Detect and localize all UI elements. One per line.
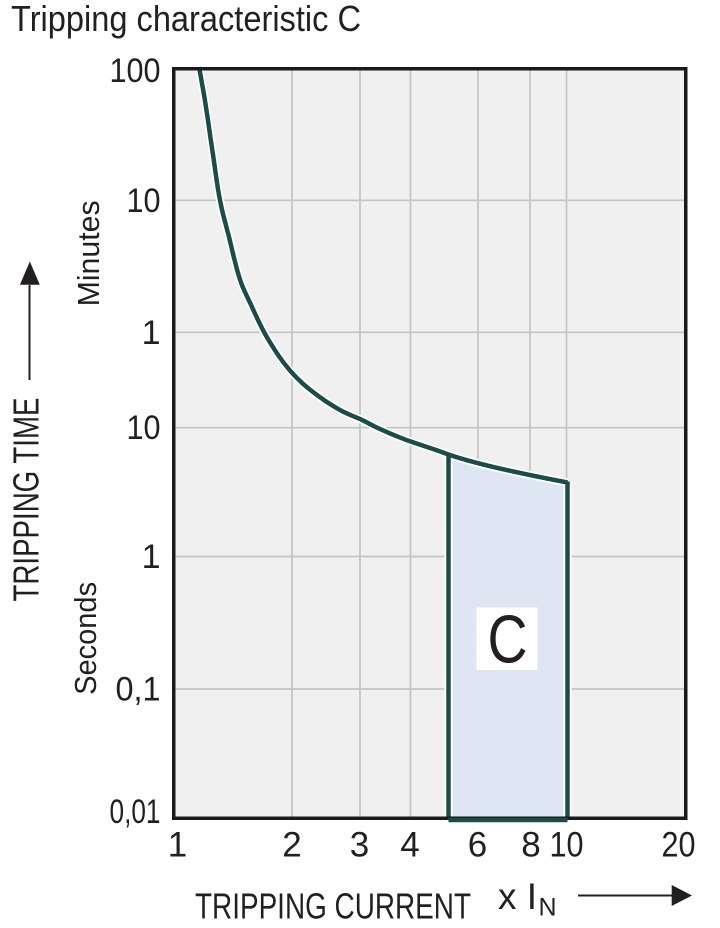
- svg-text:C: C: [488, 602, 528, 678]
- svg-text:Tripping characteristic C: Tripping characteristic C: [11, 0, 361, 39]
- svg-text:TRIPPING TIME: TRIPPING TIME: [6, 398, 47, 602]
- svg-text:2: 2: [282, 826, 301, 865]
- svg-text:8: 8: [521, 826, 540, 865]
- svg-text:3: 3: [350, 826, 369, 865]
- svg-text:4: 4: [400, 826, 419, 865]
- svg-text:N: N: [539, 894, 557, 922]
- svg-text:Minutes: Minutes: [71, 200, 106, 306]
- svg-text:6: 6: [468, 826, 487, 865]
- svg-text:0,01: 0,01: [110, 793, 161, 831]
- svg-text:10: 10: [550, 826, 584, 865]
- svg-text:1: 1: [168, 826, 187, 865]
- svg-text:1: 1: [142, 538, 161, 576]
- svg-text:1: 1: [142, 314, 161, 352]
- svg-text:10: 10: [127, 182, 161, 220]
- svg-text:0,1: 0,1: [116, 671, 161, 709]
- svg-text:10: 10: [127, 409, 161, 447]
- svg-text:x I: x I: [498, 876, 537, 917]
- svg-text:Seconds: Seconds: [68, 582, 103, 695]
- svg-text:TRIPPING CURRENT: TRIPPING CURRENT: [195, 885, 471, 926]
- svg-text:20: 20: [662, 826, 696, 865]
- svg-text:100: 100: [110, 52, 161, 90]
